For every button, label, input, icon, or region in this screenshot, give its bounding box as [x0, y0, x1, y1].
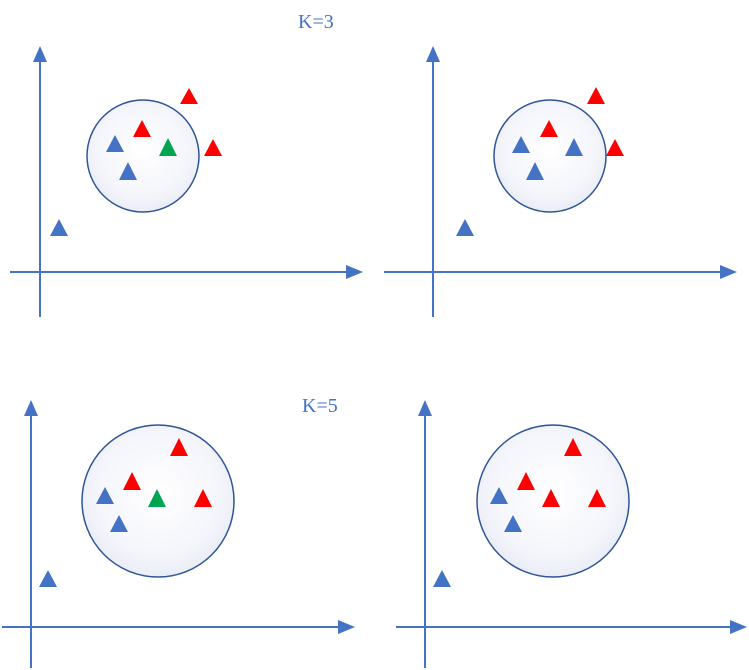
red-point [588, 489, 606, 507]
blue-point [50, 219, 68, 236]
blue-point [110, 515, 128, 532]
y-axis [24, 400, 38, 668]
blue-point [504, 515, 522, 532]
blue-point [119, 162, 137, 180]
red-point [123, 472, 141, 490]
panel-k3-after [384, 46, 737, 317]
red-point [587, 87, 605, 104]
blue-point [490, 487, 508, 504]
neighborhood-circle [493, 99, 607, 213]
query-point-green [148, 489, 166, 507]
red-point [204, 139, 222, 156]
x-axis [396, 620, 747, 634]
blue-point [526, 162, 544, 180]
neighborhood-circle [86, 99, 200, 213]
blue-point [456, 219, 474, 236]
red-point [133, 120, 151, 137]
blue-point [512, 136, 530, 153]
red-point [194, 489, 212, 507]
blue-point [433, 570, 451, 587]
k3-label: K=3 [298, 11, 334, 33]
red-point [564, 438, 582, 456]
red-point [517, 472, 535, 490]
red-point [540, 120, 558, 137]
query-point-blue [565, 138, 583, 156]
x-axis [384, 265, 737, 279]
x-axis [10, 265, 363, 279]
y-axis [33, 46, 47, 317]
panel-k5-before [2, 400, 355, 668]
blue-point [106, 135, 124, 152]
blue-point [180, 88, 198, 104]
red-point [170, 438, 188, 456]
query-point-red [542, 489, 560, 507]
panel-k5-after [396, 400, 747, 668]
y-axis [418, 400, 432, 668]
y-axis [426, 46, 440, 317]
blue-point [96, 487, 114, 504]
red-point [606, 139, 624, 156]
blue-point [39, 570, 57, 587]
x-axis [2, 620, 355, 634]
query-point-green [159, 138, 177, 156]
panel-k3-before [10, 46, 363, 317]
k5-label: K=5 [302, 395, 338, 417]
